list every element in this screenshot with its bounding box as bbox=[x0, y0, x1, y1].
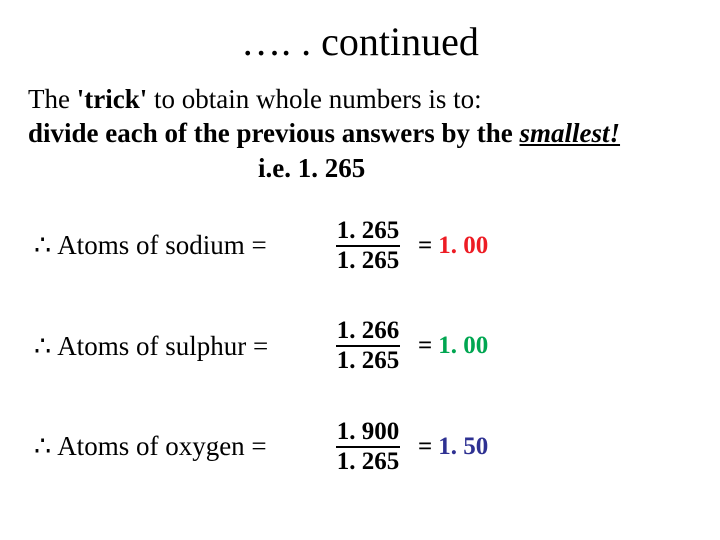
denominator: 1. 265 bbox=[337, 348, 400, 374]
slide-title: …. . continued bbox=[28, 18, 692, 65]
therefore-icon: ∴ bbox=[34, 331, 51, 362]
intro-line2-pre: divide each of the previous answers by t… bbox=[28, 118, 520, 148]
intro-post: to obtain whole numbers is to: bbox=[147, 84, 481, 114]
result-sulphur: 1. 00 bbox=[438, 332, 488, 360]
numerator: 1. 265 bbox=[337, 218, 400, 244]
intro-block: The 'trick' to obtain whole numbers is t… bbox=[28, 83, 692, 184]
ie-line: i.e. 1. 265 bbox=[28, 153, 692, 184]
fraction-sodium: 1. 265 1. 265 bbox=[336, 218, 400, 275]
result-sodium: 1. 00 bbox=[438, 232, 488, 260]
fraction-sulphur: 1. 266 1. 265 bbox=[336, 318, 400, 375]
intro-pre: The bbox=[28, 84, 77, 114]
atom-label-oxygen: Atoms of oxygen = bbox=[57, 431, 266, 462]
intro-smallest: smallest! bbox=[520, 118, 621, 148]
intro-line-1: The 'trick' to obtain whole numbers is t… bbox=[28, 83, 692, 117]
denominator: 1. 265 bbox=[337, 248, 400, 274]
intro-trick: 'trick' bbox=[77, 84, 147, 114]
row-sulphur: ∴ Atoms of sulphur = 1. 266 1. 265 = 1. … bbox=[28, 318, 692, 375]
equals-sign: = bbox=[418, 232, 432, 260]
equals-sign: = bbox=[418, 433, 432, 461]
denominator: 1. 265 bbox=[337, 449, 400, 475]
row-oxygen: ∴ Atoms of oxygen = 1. 900 1. 265 = 1. 5… bbox=[28, 419, 692, 476]
numerator: 1. 266 bbox=[337, 318, 400, 344]
numerator: 1. 900 bbox=[337, 419, 400, 445]
atom-label-sodium: Atoms of sodium = bbox=[57, 230, 267, 261]
equals-sign: = bbox=[418, 332, 432, 360]
result-oxygen: 1. 50 bbox=[438, 433, 488, 461]
row-sodium: ∴ Atoms of sodium = 1. 265 1. 265 = 1. 0… bbox=[28, 218, 692, 275]
intro-line-2: divide each of the previous answers by t… bbox=[28, 117, 692, 151]
therefore-icon: ∴ bbox=[34, 230, 51, 261]
therefore-icon: ∴ bbox=[34, 431, 51, 462]
fraction-oxygen: 1. 900 1. 265 bbox=[336, 419, 400, 476]
atom-label-sulphur: Atoms of sulphur = bbox=[57, 331, 268, 362]
